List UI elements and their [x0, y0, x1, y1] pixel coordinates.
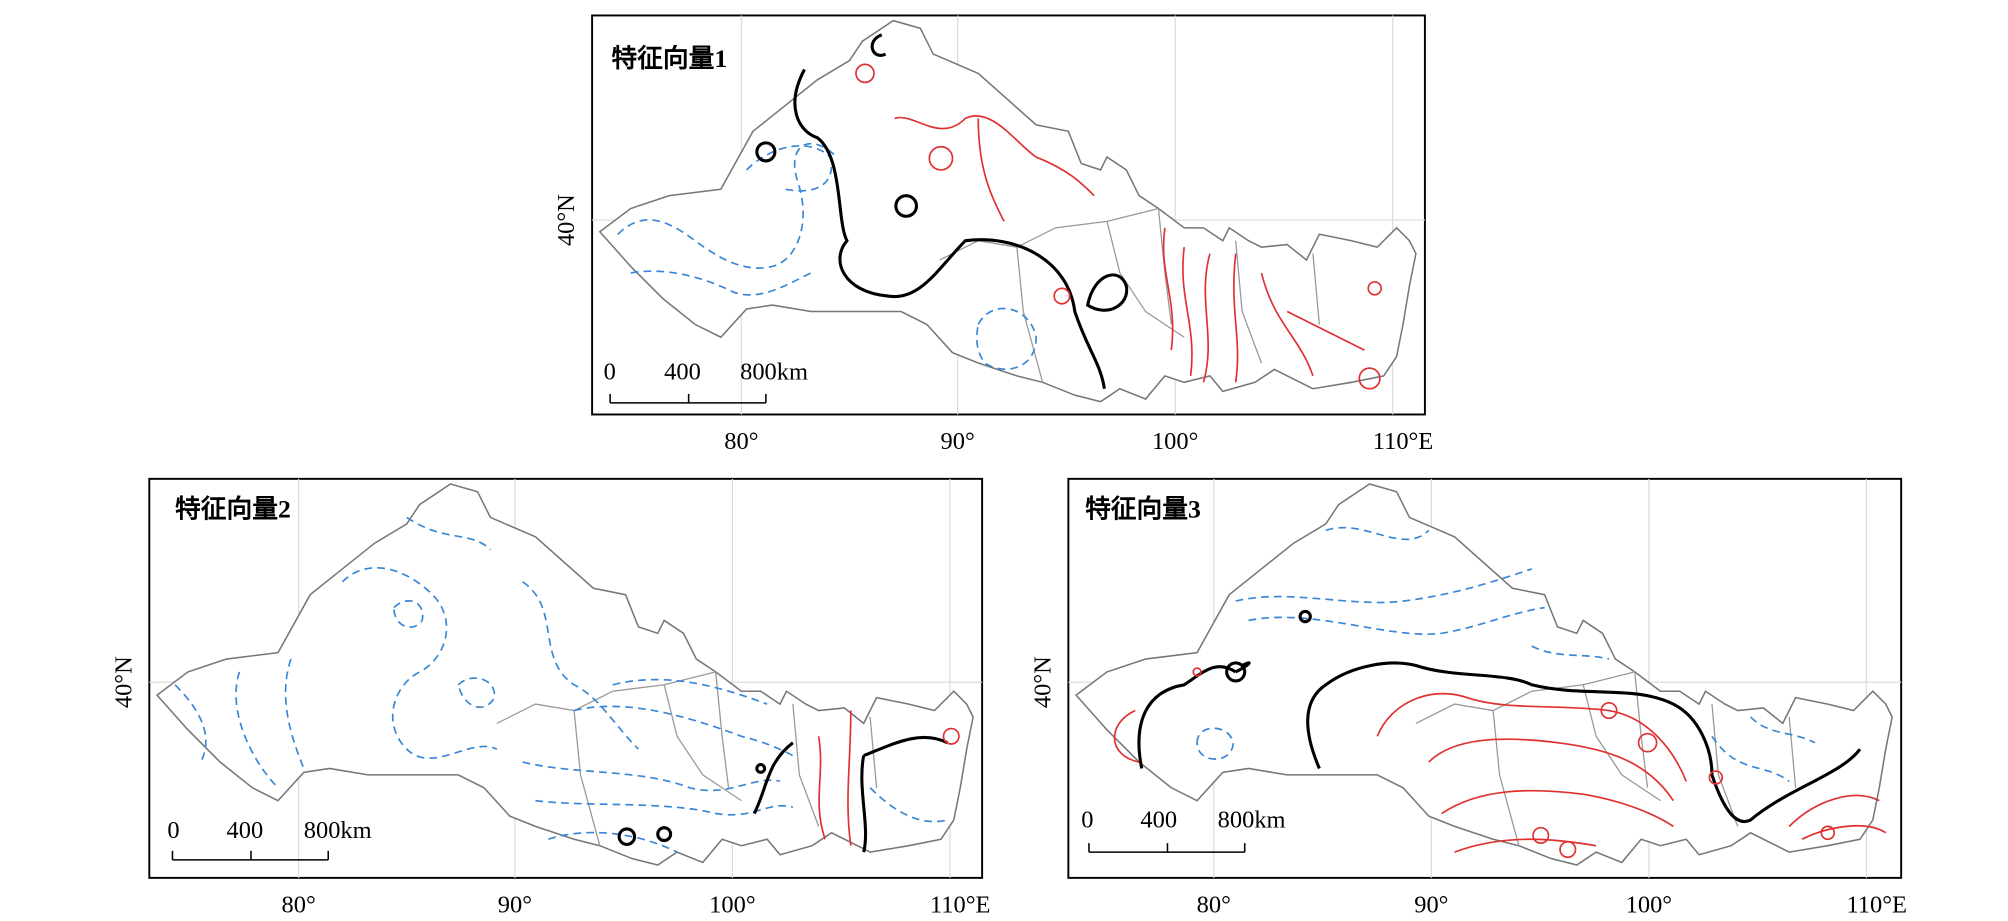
- lon-label: 90°: [1414, 892, 1448, 919]
- region-outline: [599, 19, 1417, 403]
- scale-label: 400: [227, 817, 264, 844]
- lat-label: 40°N: [110, 656, 137, 708]
- panel-title: 特征向量3: [1085, 493, 1201, 523]
- region-outline: [156, 483, 974, 866]
- scale-label: 800km: [740, 359, 808, 386]
- panel-2: 特征向量2 0 400 800km 80° 90° 100° 110°E 40°…: [110, 477, 990, 919]
- lon-label: 90°: [498, 892, 532, 919]
- panel-title: 特征向量1: [611, 43, 727, 73]
- scale-label: 0: [1081, 807, 1093, 834]
- lon-label: 100°: [1152, 428, 1198, 455]
- scale-label: 800km: [1218, 807, 1286, 834]
- contours: [174, 516, 960, 853]
- panel-3: 特征向量3 0 400 800km 80° 90° 100° 110°E 40°…: [1029, 477, 1907, 919]
- lat-label: 40°N: [553, 194, 580, 246]
- contours: [617, 33, 1382, 390]
- lon-label: 100°: [1626, 892, 1672, 919]
- lon-label: 80°: [1197, 892, 1231, 919]
- lon-label: 80°: [282, 892, 316, 919]
- scale-label: 800km: [304, 817, 372, 844]
- lon-label: 110°E: [1846, 892, 1906, 919]
- lon-label: 100°: [709, 892, 755, 919]
- scale-label: 0: [167, 817, 179, 844]
- scale-label: 400: [664, 359, 701, 386]
- lon-label: 80°: [724, 428, 758, 455]
- scale-label: 0: [604, 359, 616, 386]
- panel-frame: [1067, 477, 1903, 879]
- panel-frame: [148, 477, 984, 879]
- scale-bar: [1088, 843, 1246, 853]
- scale-label: 400: [1140, 807, 1177, 834]
- panel-title: 特征向量2: [175, 493, 291, 523]
- lon-label: 90°: [941, 428, 975, 455]
- panel-1: 特征向量1 0 400 800km 80° 90° 100° 110°E 40°…: [553, 14, 1433, 455]
- contours: [1113, 526, 1887, 859]
- panel-frame: [591, 14, 1426, 416]
- lon-label: 110°E: [930, 892, 990, 919]
- lat-label: 40°N: [1029, 656, 1056, 708]
- scale-bar: [609, 393, 767, 404]
- lon-label: 110°E: [1373, 428, 1433, 455]
- scale-bar: [171, 850, 330, 861]
